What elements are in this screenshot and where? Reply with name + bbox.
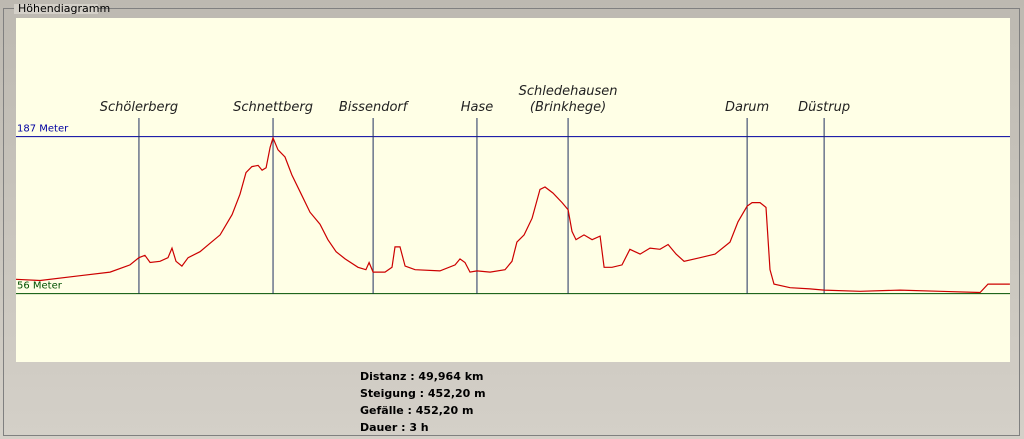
landmark-label: Hase	[461, 100, 494, 115]
landmark-label: Schölerberg	[100, 100, 178, 115]
landmark-label: Düstrup	[798, 100, 850, 115]
stat-line: Gefälle : 452,20 m	[360, 404, 474, 417]
reference-label: 56 Meter	[17, 281, 63, 292]
group-title: Höhendiagramm	[18, 2, 110, 15]
landmark-label: Schledehausen	[519, 84, 618, 99]
elevation-line	[15, 136, 1010, 294]
landmark-label: Bissendorf	[339, 100, 410, 115]
landmark-label: (Brinkhege)	[530, 100, 606, 115]
landmark-label: Darum	[725, 100, 769, 115]
group-title-bg	[14, 4, 98, 14]
landmark-label: Schnettberg	[233, 100, 313, 115]
plot-area	[16, 18, 1010, 362]
stat-line: Steigung : 452,20 m	[360, 387, 486, 400]
reference-label: 187 Meter	[17, 124, 69, 135]
stat-line: Distanz : 49,964 km	[360, 370, 483, 383]
group-box	[3, 8, 1020, 436]
stat-line: Dauer : 3 h	[360, 421, 429, 434]
